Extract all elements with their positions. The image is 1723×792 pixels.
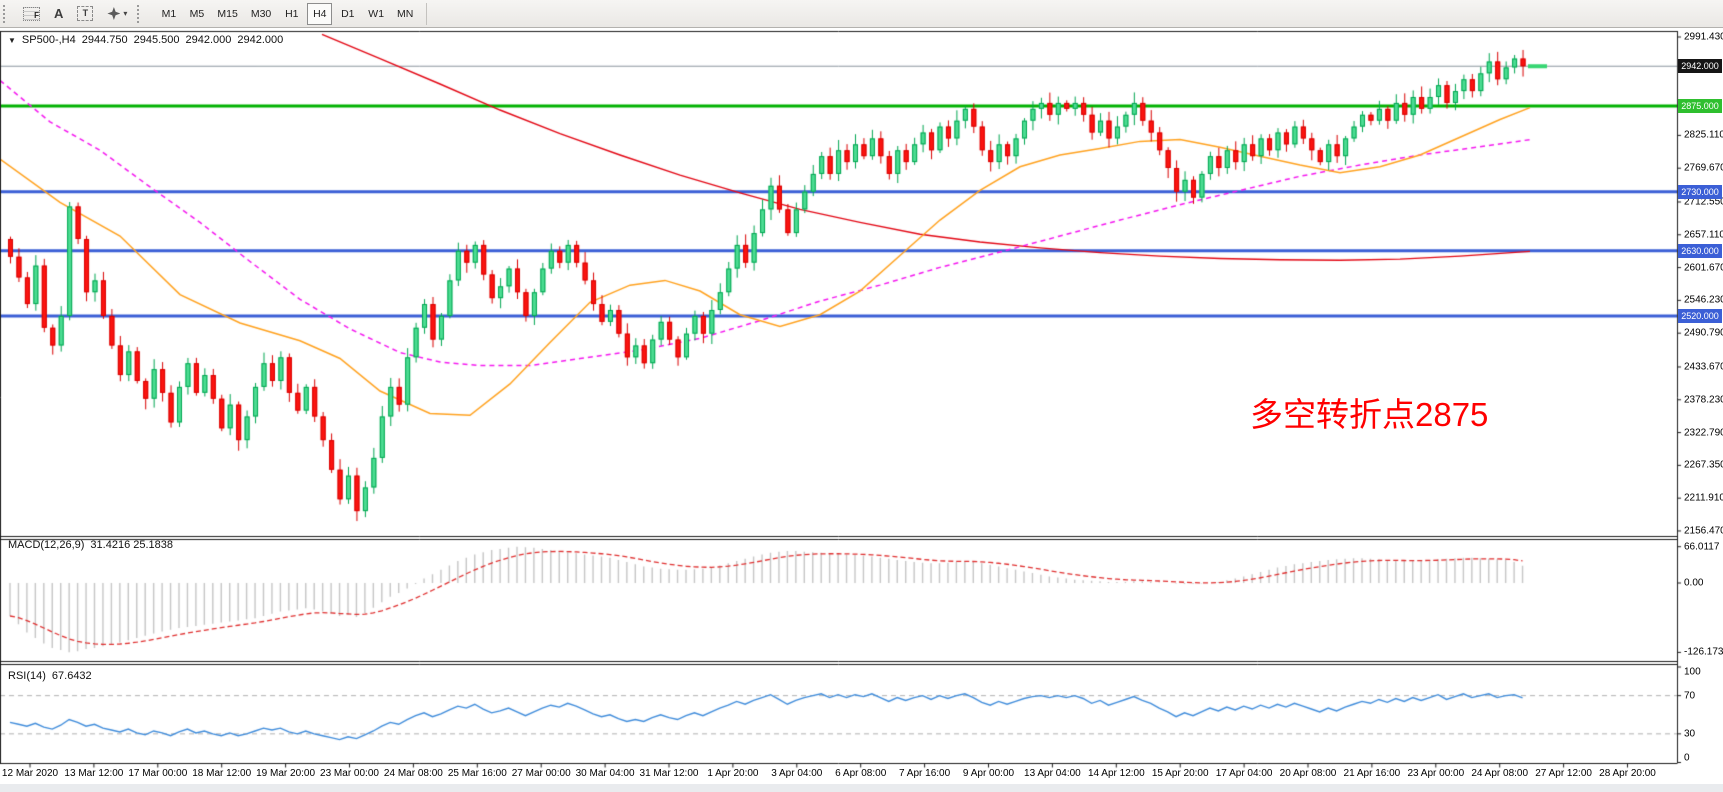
- macd-tick-label: 0.00: [1684, 577, 1704, 589]
- time-tick-label: 17 Mar 00:00: [128, 768, 188, 779]
- time-tick-label: 20 Apr 08:00: [1279, 768, 1337, 779]
- macd-name: MACD(12,26,9): [8, 539, 85, 551]
- arrows-tool-button[interactable]: ▾: [100, 3, 134, 25]
- expander-icon[interactable]: ▼: [8, 35, 16, 45]
- time-tick-label: 21 Apr 16:00: [1343, 768, 1401, 779]
- time-tick-label: 30 Mar 04:00: [575, 768, 635, 779]
- symbol-label: SP500-,H4: [21, 34, 76, 46]
- rsi-tick-label: 100: [1684, 666, 1701, 677]
- macd-indicator-label: MACD(12,26,9) 31.4216 25.1838: [8, 539, 173, 551]
- time-tick-label: 7 Apr 16:00: [899, 768, 951, 779]
- timeframe-button-d1[interactable]: D1: [335, 3, 360, 25]
- time-tick-label: 15 Apr 20:00: [1151, 768, 1209, 779]
- rsi-tick-label: 70: [1684, 690, 1696, 702]
- quote-low: 2942.000: [185, 34, 232, 46]
- fibonacci-icon-letter: F: [34, 10, 39, 20]
- fibonacci-tool-button[interactable]: F: [16, 3, 47, 25]
- price-tag: 2875.000: [1678, 98, 1722, 113]
- macd-tick-label: 66.0117: [1684, 541, 1720, 553]
- time-tick-label: 12 Mar 2020: [1, 768, 59, 779]
- quote-open: 2944.750: [81, 34, 128, 46]
- time-tick-label: 9 Apr 00:00: [962, 768, 1015, 779]
- time-tick-label: 24 Mar 08:00: [383, 768, 443, 779]
- price-tick-label: 2601.670: [1684, 262, 1723, 274]
- time-tick-label: 24 Apr 08:00: [1471, 768, 1529, 779]
- toolbar-drag-handle[interactable]: [3, 4, 10, 23]
- time-tick-label: 14 Apr 12:00: [1087, 768, 1145, 779]
- price-tick-label: 2712.550: [1684, 196, 1723, 208]
- time-tick-label: 25 Mar 16:00: [447, 768, 507, 779]
- quote-close: 2942.000: [237, 34, 284, 46]
- price-tag: 2630.000: [1678, 243, 1722, 258]
- price-tick-label: 2546.230: [1684, 294, 1723, 306]
- time-tick-label: 6 Apr 08:00: [835, 768, 887, 779]
- arrows-icon: [107, 7, 121, 20]
- price-tick-label: 2433.670: [1684, 361, 1723, 373]
- time-tick-label: 17 Apr 04:00: [1215, 768, 1273, 779]
- text-label-tool-button[interactable]: T: [70, 3, 100, 25]
- time-tick-label: 19 Mar 20:00: [256, 768, 316, 779]
- timeframe-button-m15[interactable]: M15: [212, 3, 242, 25]
- fibonacci-icon: F: [23, 6, 40, 21]
- timeframe-button-mn[interactable]: MN: [392, 3, 418, 25]
- time-tick-label: 1 Apr 20:00: [707, 768, 759, 779]
- chart-area: ▼ SP500-,H4 2944.750 2945.500 2942.000 2…: [0, 28, 1723, 792]
- toolbar: F A T ▾ M1 M5 M15 M30 H1 H4 D1 W1 MN: [0, 0, 1723, 28]
- time-tick-label: 13 Mar 12:00: [64, 768, 124, 779]
- rsi-tick-label: 30: [1684, 728, 1696, 740]
- rsi-name: RSI(14): [8, 670, 46, 682]
- price-tick-label: 2378.230: [1684, 394, 1723, 406]
- rsi-value: 67.6432: [51, 670, 92, 682]
- price-tick-label: 2991.430: [1684, 31, 1723, 43]
- rsi-indicator-label: RSI(14) 67.6432: [8, 670, 92, 682]
- quote-header: ▼ SP500-,H4 2944.750 2945.500 2942.000 2…: [8, 34, 283, 46]
- price-tag: 2520.000: [1678, 308, 1722, 323]
- timeframe-button-m5[interactable]: M5: [184, 3, 209, 25]
- timeframe-button-m1[interactable]: M1: [156, 3, 181, 25]
- window-bottom-strip: [0, 784, 1723, 792]
- text-tool-button[interactable]: A: [47, 3, 70, 25]
- chevron-down-icon: ▾: [123, 8, 128, 18]
- rsi-tick-label: 0: [1684, 752, 1690, 763]
- time-tick-label: 28 Apr 20:00: [1599, 768, 1656, 779]
- price-tick-label: 2156.470: [1684, 525, 1723, 537]
- price-chart-canvas[interactable]: [0, 28, 1723, 792]
- annotation-text: 多空转折点2875: [1250, 396, 1489, 433]
- time-tick-label: 27 Apr 12:00: [1535, 768, 1592, 779]
- text-label-icon: T: [77, 6, 94, 21]
- price-tick-label: 2769.670: [1684, 162, 1723, 174]
- time-tick-label: 3 Apr 04:00: [771, 768, 823, 779]
- price-tick-label: 2211.910: [1684, 492, 1723, 504]
- macd-tick-label: -126.173: [1684, 646, 1723, 658]
- price-tick-label: 2657.110: [1684, 229, 1723, 241]
- price-tag: 2730.000: [1678, 184, 1722, 199]
- timeframe-button-m30[interactable]: M30: [246, 3, 276, 25]
- price-tick-label: 2490.790: [1684, 327, 1723, 339]
- quote-high: 2945.500: [133, 34, 180, 46]
- timeframe-button-h4[interactable]: H4: [307, 2, 333, 25]
- time-tick-label: 23 Apr 00:00: [1407, 768, 1465, 779]
- timeframe-button-h1[interactable]: H1: [279, 3, 304, 25]
- time-tick-label: 27 Mar 00:00: [511, 768, 571, 779]
- time-tick-label: 23 Mar 00:00: [320, 768, 379, 779]
- price-tick-label: 2267.350: [1684, 459, 1723, 471]
- text-icon: A: [54, 6, 64, 21]
- time-tick-label: 13 Apr 04:00: [1024, 768, 1081, 779]
- toolbar-group-separator[interactable]: [137, 4, 144, 23]
- price-tick-label: 2322.790: [1684, 427, 1723, 439]
- time-tick-label: 31 Mar 12:00: [639, 768, 699, 779]
- time-tick-label: 18 Mar 12:00: [192, 768, 252, 779]
- price-tag: 2942.000: [1678, 59, 1722, 74]
- macd-values: 31.4216 25.1838: [90, 539, 174, 551]
- timeframe-button-w1[interactable]: W1: [363, 3, 389, 25]
- price-tick-label: 2825.110: [1684, 129, 1723, 141]
- timeframe-group: M1 M5 M15 M30 H1 H4 D1 W1 MN: [156, 2, 418, 25]
- time-axis: 12 Mar 2020 13 Mar 12:00 17 Mar 00:00 18 Ma…: [0, 768, 1677, 784]
- toolbar-separator: [426, 2, 428, 25]
